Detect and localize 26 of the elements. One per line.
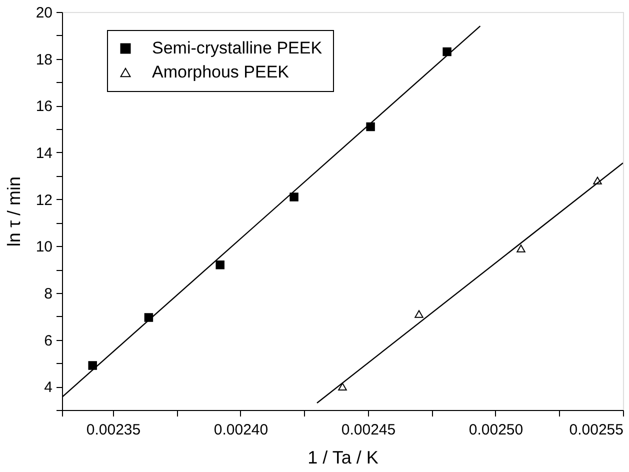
- y-tick-label: 8: [44, 285, 52, 302]
- y-tick-label: 20: [36, 4, 52, 22]
- legend-label: Semi-crystalline PEEK: [152, 38, 323, 58]
- y-axis-title: ln τ / min: [4, 176, 24, 247]
- point: [442, 47, 452, 56]
- point: [414, 310, 424, 318]
- y-tick-label: 16: [36, 98, 52, 116]
- y-tick-label: 12: [36, 192, 52, 209]
- x-tick-label: 0.00250: [468, 422, 524, 438]
- point: [338, 382, 347, 390]
- y-tick-label: 18: [36, 51, 52, 68]
- point: [290, 192, 298, 202]
- x-tick-label: 0.00255: [569, 422, 624, 438]
- y-tick-label: 10: [36, 238, 52, 256]
- y-tick-label: 14: [36, 144, 52, 162]
- x-tick-label: 0.00235: [86, 422, 141, 438]
- x-tick-label: 0.00245: [341, 422, 396, 438]
- legend-label: Amorphous PEEK: [152, 62, 290, 82]
- y-tick-label: 4: [44, 379, 52, 396]
- x-tick-label: 0.00240: [214, 422, 268, 438]
- point: [88, 361, 97, 370]
- point: [366, 122, 375, 132]
- point: [516, 244, 526, 252]
- y-tick-label: 6: [44, 332, 52, 350]
- x-axis-title: 1 / Ta / K: [308, 448, 378, 468]
- point: [216, 260, 224, 270]
